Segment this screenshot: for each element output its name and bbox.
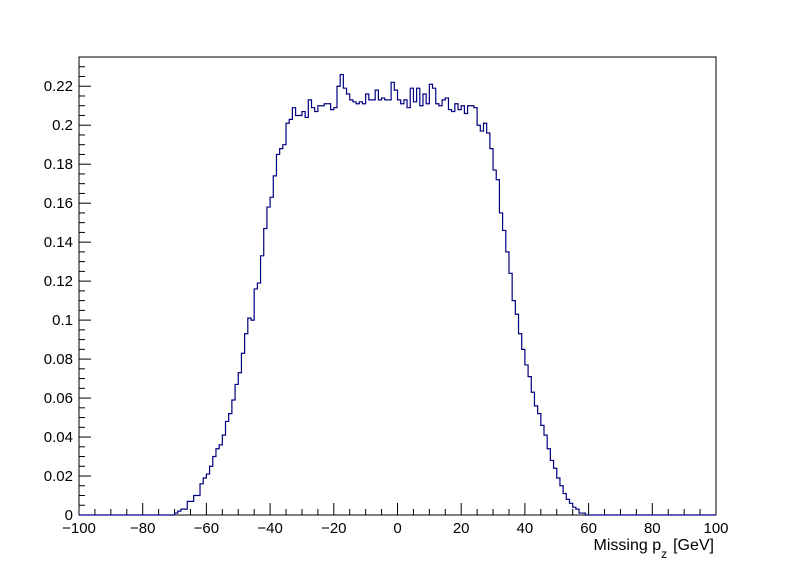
y-tick-label: 0.18 [44, 156, 73, 173]
x-tick-label: −20 [321, 520, 346, 537]
y-tick-label: 0.22 [44, 78, 73, 95]
x-tick-label: 0 [393, 520, 401, 537]
y-tick-label: 0.02 [44, 468, 73, 485]
x-tick-label: 20 [453, 520, 470, 537]
x-axis-title-unit: [GeV] [673, 537, 714, 554]
x-axis-title: Missing pz [GeV] [594, 537, 714, 561]
x-tick-label: −60 [194, 520, 219, 537]
x-tick-label: −80 [130, 520, 155, 537]
x-axis-tick-labels: −100 −80 −60 −40 −20 0 20 40 60 80 100 [62, 520, 728, 537]
y-tick-label: 0.14 [44, 234, 73, 251]
x-axis-ticks [78, 503, 717, 515]
y-tick-label: 0.16 [44, 195, 73, 212]
y-tick-label: 0 [65, 507, 73, 524]
x-tick-label: −40 [257, 520, 282, 537]
x-tick-label: −100 [62, 520, 96, 537]
y-tick-label: 0.06 [44, 390, 73, 407]
plot-frame [78, 56, 717, 516]
x-tick-label: 40 [517, 520, 534, 537]
histogram-series-line [79, 73, 716, 516]
y-tick-label: 0.08 [44, 351, 73, 368]
y-tick-label: 0.04 [44, 429, 73, 446]
y-tick-label: 0.1 [52, 312, 73, 329]
x-tick-label: 60 [580, 520, 597, 537]
y-tick-label: 0.2 [52, 117, 73, 134]
x-tick-label: 100 [703, 520, 728, 537]
y-axis-tick-labels: 0 0.02 0.04 0.06 0.08 0.1 0.12 0.14 0.16 0.18 0.2 0… [44, 78, 73, 524]
x-axis-title-subscript: z [661, 547, 667, 561]
x-tick-label: 80 [644, 520, 661, 537]
x-axis-title-main: Missing p [594, 537, 662, 554]
y-axis-ticks [79, 56, 91, 516]
y-tick-label: 0.12 [44, 273, 73, 290]
